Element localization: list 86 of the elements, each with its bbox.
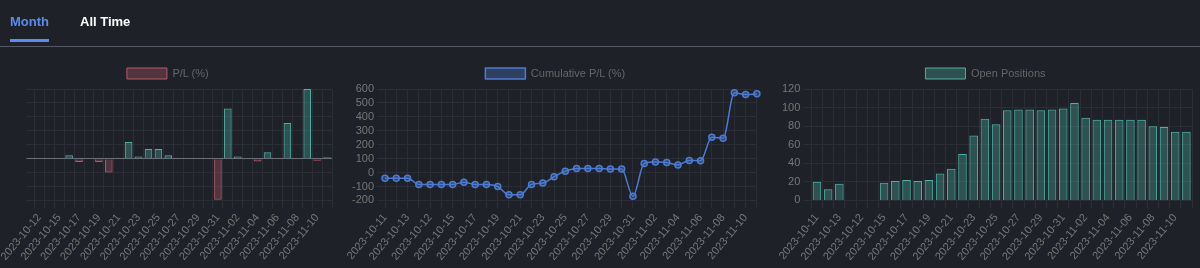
text: All Time [80,14,131,31]
bar [1092,119,1102,200]
y-tick-label: 60 [788,137,801,150]
legend-label: P/L (%) [172,66,209,79]
bar [947,168,956,200]
point [415,180,423,189]
point [617,165,626,173]
point [550,172,558,181]
y-tick-label: 600 [355,82,375,95]
point [561,167,570,175]
y-tick-label: 80 [788,119,801,132]
point [674,161,682,169]
bar [1148,126,1158,200]
bar [1036,110,1046,200]
bar [958,153,967,200]
bar [835,183,844,200]
bar [812,181,822,200]
point [493,182,502,191]
point [708,133,716,142]
legend-label: Cumulative P/L (%) [530,66,626,79]
y-tick-label: 20 [788,174,801,187]
bar [1103,119,1113,200]
point [516,191,524,199]
bar [891,180,900,200]
bar [980,118,990,200]
point [426,180,434,189]
point [606,165,615,173]
point [448,180,457,189]
bar [1137,119,1146,200]
point [753,90,761,98]
bar [1170,131,1180,200]
bar [991,124,1001,200]
point [640,159,648,168]
point [392,174,401,182]
y-tick-label: 400 [355,109,375,122]
bar [902,179,911,200]
y-tick-label: 0 [794,193,801,206]
bar [1159,127,1169,200]
y-tick-label: 120 [781,82,801,95]
bar [224,108,232,159]
y-tick-label: 100 [781,100,801,113]
bar [879,182,889,200]
bar [913,180,922,200]
y-tick-label: -200 [351,193,375,206]
bar [1114,119,1124,200]
point [572,164,581,173]
y-tick-label: 40 [788,156,801,169]
point [595,164,603,173]
bar [969,135,978,200]
point [471,180,479,189]
y-tick-label: 200 [355,137,375,150]
y-tick-label: 100 [355,151,375,164]
point [505,191,513,199]
point [403,174,412,182]
y-tick-label: 0 [367,165,375,178]
bar [1002,110,1012,200]
point [584,164,592,173]
point [437,180,446,189]
y-tick-label: -100 [351,179,375,192]
bar [1058,108,1068,200]
point [651,158,660,166]
bar [303,89,311,159]
bar [1070,102,1079,200]
point [719,134,727,143]
y-tick-label: 500 [355,95,375,108]
point [527,180,536,189]
point [662,158,671,167]
bar [105,159,113,173]
y-tick-label: 300 [355,123,375,136]
point [730,89,739,97]
point [685,156,694,165]
bar [935,173,945,200]
bar [1182,131,1191,200]
point [460,178,468,187]
bar [1081,117,1090,200]
point [741,90,750,99]
point [539,179,547,187]
point [696,156,705,165]
legend-label: Open Positions [970,66,1047,79]
text: Month [10,14,49,42]
point [629,192,637,200]
point [381,174,389,182]
bar [1025,109,1034,200]
bar [924,179,934,200]
bar [1047,109,1057,200]
point [482,180,491,189]
